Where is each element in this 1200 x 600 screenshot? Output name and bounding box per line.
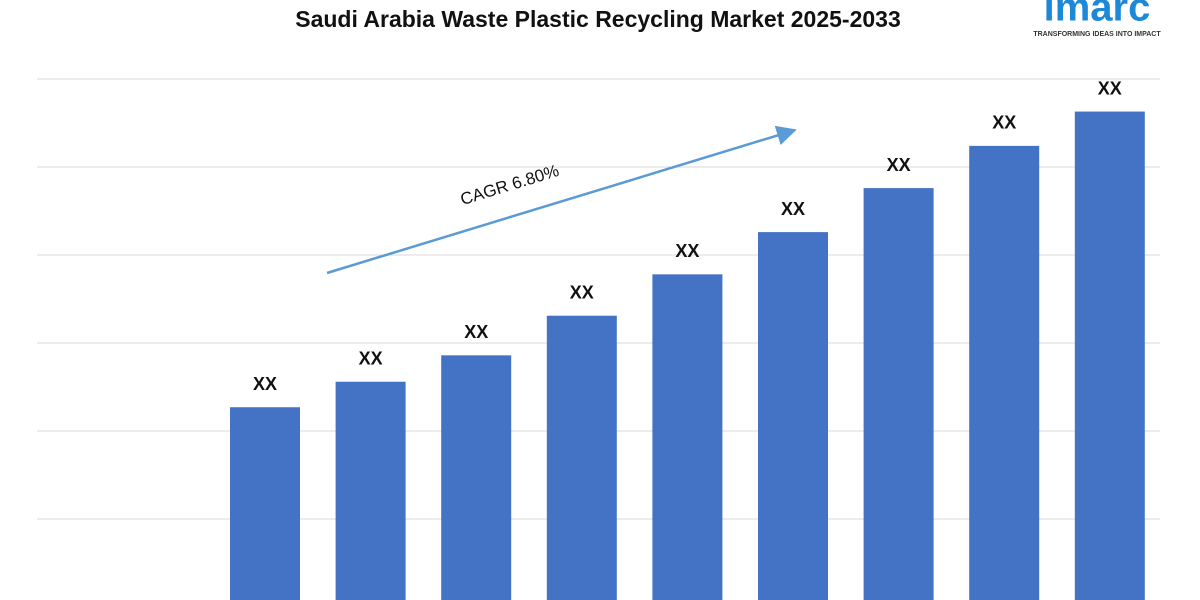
value-label: XX [1098, 78, 1122, 98]
bar [969, 145, 1040, 600]
bar [863, 188, 934, 600]
chart-title: Saudi Arabia Waste Plastic Recycling Mar… [295, 6, 901, 32]
value-label: XX [675, 241, 699, 261]
value-label: XX [992, 113, 1016, 133]
logo: imarc [1044, 0, 1151, 30]
bar [335, 381, 406, 600]
trend-arrow [326, 125, 797, 275]
value-label: XX [781, 199, 805, 219]
bar [1074, 111, 1145, 600]
value-label: XX [464, 322, 488, 342]
bar [758, 232, 828, 600]
value-label: XX [570, 282, 594, 302]
value-label: XX [887, 155, 911, 175]
value-label: XX [253, 374, 277, 394]
bar [441, 355, 512, 600]
logo-tagline: TRANSFORMING IDEAS INTO IMPACT [1033, 31, 1161, 38]
bar [652, 274, 723, 600]
cagr-annotation: CAGR 6.80% [458, 161, 561, 209]
value-label: XX [359, 348, 383, 368]
bar [230, 407, 300, 600]
bar [546, 315, 617, 600]
